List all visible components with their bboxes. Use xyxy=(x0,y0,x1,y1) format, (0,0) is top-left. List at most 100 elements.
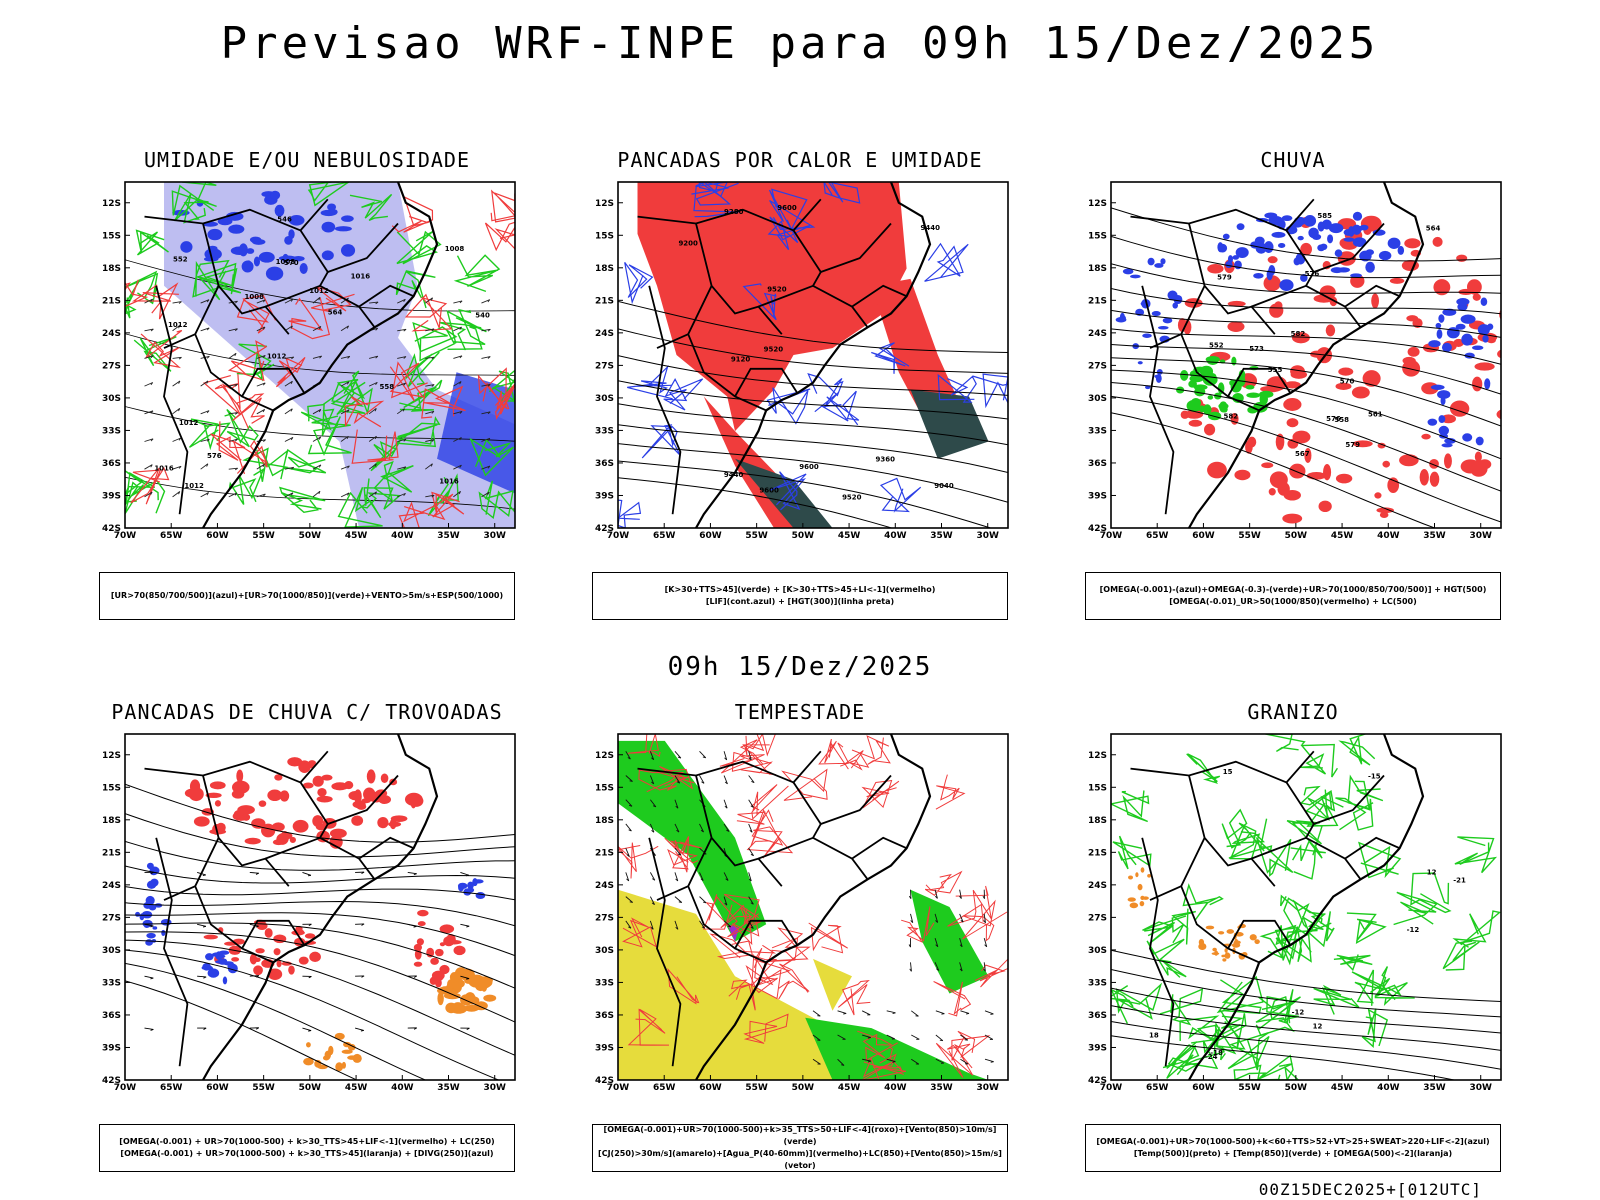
field-blob xyxy=(483,994,497,1002)
field-blob xyxy=(466,996,474,1005)
wind-vector xyxy=(312,326,322,332)
contour-value-label: 552 xyxy=(173,255,188,263)
field-blob xyxy=(1334,249,1343,258)
field-blob xyxy=(1268,265,1276,276)
field-blob xyxy=(321,774,333,781)
field-blob xyxy=(238,243,248,257)
wind-vector-head xyxy=(262,409,266,413)
temp850-contour xyxy=(1358,841,1402,879)
state-border xyxy=(1149,885,1182,901)
lat-tick-label: 21S xyxy=(595,848,614,858)
legend-line: [OMEGA(-0.01)_UR>50(1000/850)(vermelho) … xyxy=(1169,597,1417,606)
humidity-contour xyxy=(135,229,169,256)
wind-vector xyxy=(172,356,182,359)
field-blob xyxy=(1438,415,1446,424)
lon-tick-label: 55W xyxy=(1238,531,1261,541)
wind-vector-head xyxy=(150,355,154,359)
wind-vector xyxy=(144,410,154,415)
field-blob xyxy=(1475,436,1484,446)
wind-vector-head xyxy=(724,757,728,761)
wind-vector xyxy=(249,975,259,977)
field-blob xyxy=(135,911,141,917)
field-blob xyxy=(222,976,228,985)
contour-value-label: 1012 xyxy=(309,287,329,295)
field-blob xyxy=(146,880,157,889)
wind-vector xyxy=(144,923,154,927)
temp850-contour xyxy=(1300,743,1338,778)
map-chuva: 5855825795765735705675645615585555525825… xyxy=(1088,181,1502,541)
field-blob xyxy=(258,251,275,263)
panel-title: CHUVA xyxy=(1260,148,1326,172)
state-border xyxy=(163,885,196,901)
wind-vector-head xyxy=(413,873,417,876)
wind-vector xyxy=(460,923,470,927)
lifted-index-contour xyxy=(769,471,807,511)
wind-vector-head xyxy=(430,463,433,467)
isobar-line xyxy=(125,406,515,442)
wind-vector-head xyxy=(234,353,237,357)
wind-vector-head xyxy=(702,756,706,759)
state-border xyxy=(1180,285,1260,412)
field-blob xyxy=(1352,211,1363,221)
contour-value-label: 570 xyxy=(1340,377,1355,385)
state-border xyxy=(1188,223,1276,335)
wind-vector-head xyxy=(347,409,350,413)
wind-vector xyxy=(172,380,181,387)
wind-vector-head xyxy=(459,411,463,414)
field-blob xyxy=(1245,384,1255,390)
streamline xyxy=(125,962,427,1080)
wind-vector xyxy=(340,465,350,470)
humidity-contour xyxy=(395,416,441,448)
field-blob xyxy=(316,830,330,843)
wind-vector-head xyxy=(150,925,154,928)
field-blob xyxy=(1281,215,1293,222)
field-blob xyxy=(1142,333,1152,338)
wind-vector xyxy=(425,494,435,498)
field-blob xyxy=(1231,942,1241,948)
field-blob xyxy=(1261,462,1274,469)
contour-value-label: -15 xyxy=(1368,773,1381,781)
streamline xyxy=(125,865,515,884)
field-blob xyxy=(205,792,222,798)
wind-vector-head xyxy=(178,301,182,304)
wind-vector xyxy=(674,823,680,833)
field-blob xyxy=(363,787,376,801)
field-blob xyxy=(1427,418,1438,426)
field-blob xyxy=(377,817,389,829)
wind-vector-head xyxy=(374,436,377,440)
lat-tick-label: 15S xyxy=(102,783,121,793)
wind-vector-head xyxy=(935,895,938,899)
field-blob xyxy=(1205,356,1220,363)
field-blob xyxy=(273,948,281,956)
lifted-index-contour xyxy=(624,262,654,305)
field-blob xyxy=(351,815,364,826)
wind-vector-head xyxy=(403,299,406,303)
field-blob xyxy=(152,926,158,930)
precip-water-contour xyxy=(728,979,756,1011)
field-blob xyxy=(261,823,276,838)
field-blob xyxy=(1253,272,1264,279)
wind-vector xyxy=(340,325,349,332)
humidity-contour xyxy=(307,182,350,207)
wind-vector-head xyxy=(346,436,349,440)
field-blob xyxy=(1263,275,1281,292)
wind-vector xyxy=(862,1058,872,1062)
field-blob xyxy=(1327,234,1334,244)
temp850-contour xyxy=(1115,982,1163,1020)
state-border xyxy=(812,823,822,839)
isobar-line xyxy=(125,333,515,376)
precip-water-contour xyxy=(840,750,870,771)
streamline xyxy=(125,922,515,989)
field-blob xyxy=(1441,342,1452,353)
height-contour xyxy=(618,380,1008,420)
field-blob xyxy=(270,190,281,200)
wind-vector-head xyxy=(403,382,407,386)
wind-vector-head xyxy=(431,356,435,360)
wind-vector xyxy=(481,465,491,470)
field-blob xyxy=(1297,235,1304,241)
wind-vector xyxy=(453,355,463,359)
field-blob xyxy=(302,782,314,789)
contour-value-label: 552 xyxy=(1209,342,1224,350)
thickness-contour xyxy=(210,421,246,461)
field-blob xyxy=(1430,384,1445,390)
